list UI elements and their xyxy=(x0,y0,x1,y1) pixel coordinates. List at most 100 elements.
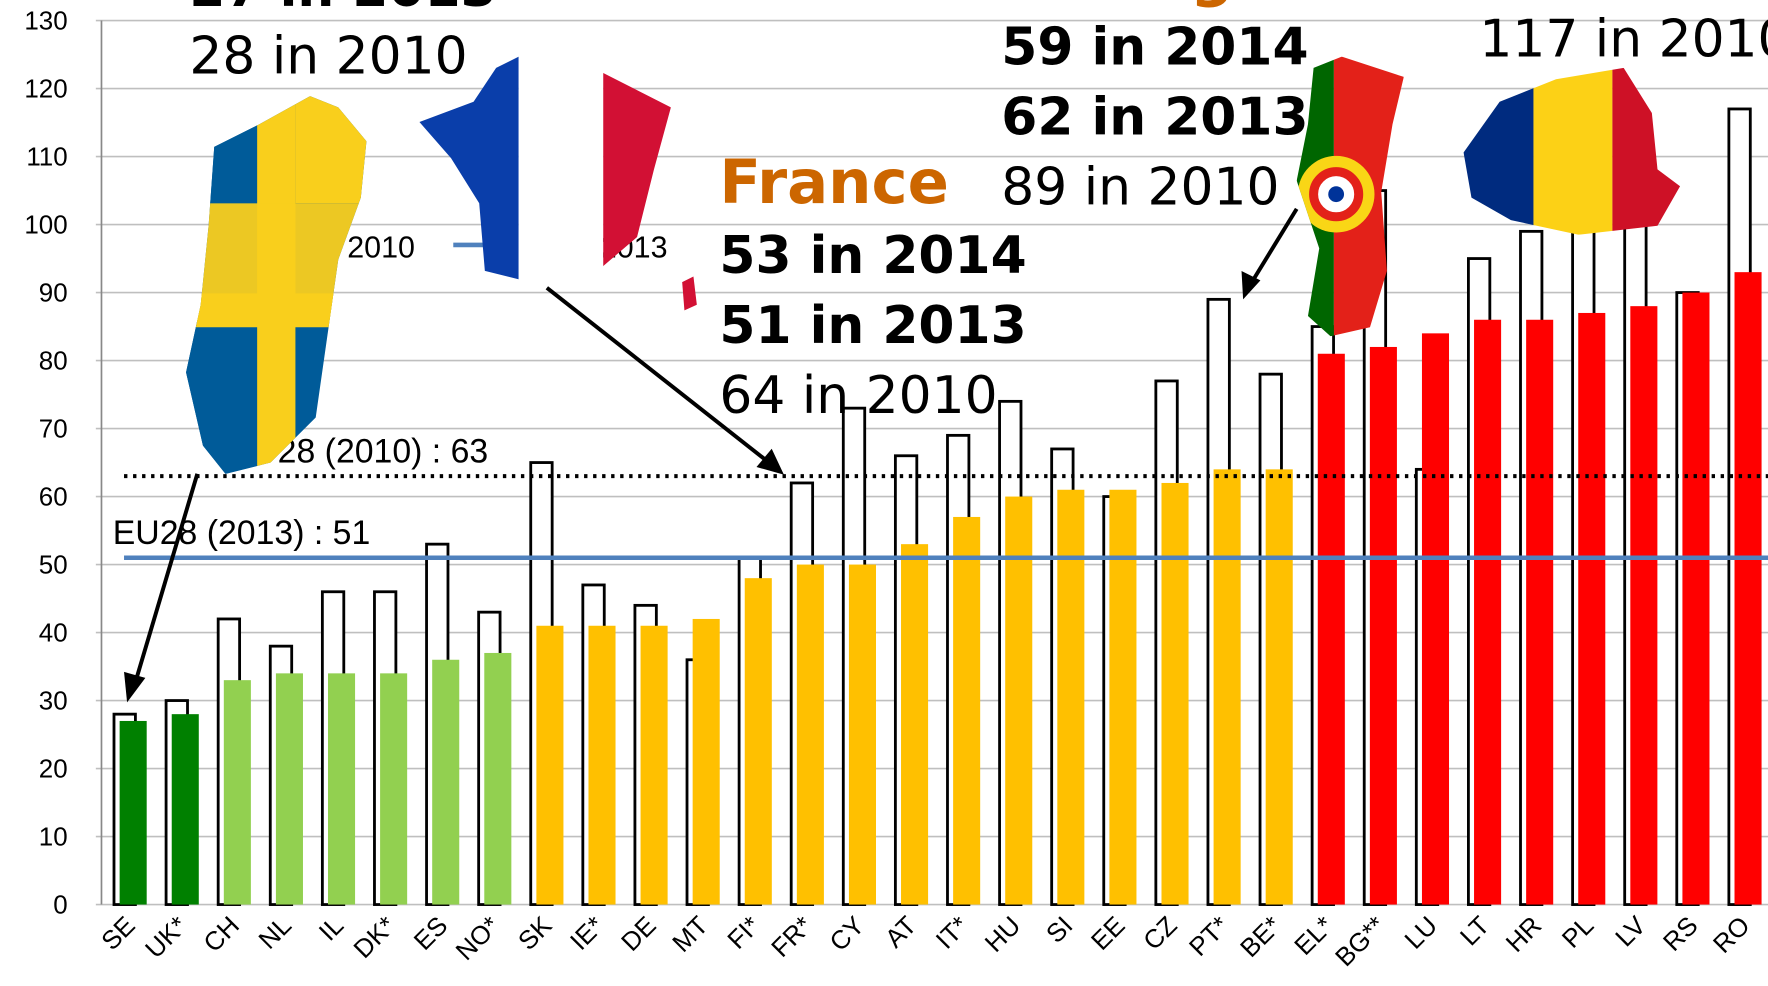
sweden-map xyxy=(186,96,367,474)
bar-2013 xyxy=(692,618,720,905)
x-tick-label: MT xyxy=(668,911,714,957)
bar-2013 xyxy=(119,720,147,905)
x-tick-label: SI xyxy=(1041,912,1078,949)
x-tick-label: LU xyxy=(1400,912,1443,955)
annotation-line: 62 in 2013 xyxy=(1001,87,1308,147)
bar-2013 xyxy=(1682,292,1710,905)
annotation-line: 117 in 2010 xyxy=(1479,10,1768,70)
bar-2013 xyxy=(275,673,303,905)
y-tick-label: 110 xyxy=(26,144,67,172)
y-tick-label: 100 xyxy=(24,212,67,240)
bar-2013 xyxy=(848,564,876,905)
bar-2013 xyxy=(588,625,616,905)
bar-2013 xyxy=(1109,489,1137,905)
annotation-line: 64 in 2010 xyxy=(719,366,997,426)
arrow xyxy=(133,473,200,683)
annotation-line: 28 in 2010 xyxy=(189,27,467,87)
x-tick-label: IL xyxy=(314,912,349,947)
y-tick-label: 120 xyxy=(24,76,67,104)
bar-2013 xyxy=(380,673,408,905)
plot-area: 0 10 20 30 40 50 60 70 80 90 100 110 120 130 SE UK* CH NL… xyxy=(24,8,1768,973)
x-tick-label: SK xyxy=(513,912,557,956)
x-tick-label: FI* xyxy=(723,912,766,955)
corsica xyxy=(682,276,697,311)
x-tick-label: PT* xyxy=(1184,912,1234,962)
bar-2013 xyxy=(171,714,199,905)
x-tick-label: NO* xyxy=(451,912,505,966)
x-tick-label: BG** xyxy=(1330,912,1391,973)
bar-2013 xyxy=(1213,469,1241,905)
bar-2013 xyxy=(536,625,564,905)
annotation-heading: France xyxy=(719,147,949,218)
annotation-line: 93 in 2013 xyxy=(1479,0,1768,4)
annotation-line: 53 in 2014 xyxy=(719,226,1026,286)
bar-2013 xyxy=(484,652,512,905)
y-tick-label: 50 xyxy=(39,552,68,580)
bar-2013 xyxy=(1421,333,1450,905)
x-tick-label: CZ xyxy=(1138,911,1182,955)
legend-label: 2010 xyxy=(347,230,415,264)
arrow xyxy=(1248,207,1299,286)
bar-2013 xyxy=(1005,496,1033,905)
annotation-line: 51 in 2013 xyxy=(719,296,1026,356)
x-tick-label: UK* xyxy=(140,912,192,964)
x-tick-label: NL xyxy=(254,912,297,955)
bar-2013 xyxy=(1526,319,1554,905)
bar-2013 xyxy=(1630,306,1658,905)
x-tick-label: RS xyxy=(1658,912,1703,957)
x-tick-label: PL xyxy=(1557,912,1599,954)
arrowhead xyxy=(756,448,784,475)
y-tick-label: 10 xyxy=(39,824,68,852)
annotation-line: 89 in 2010 xyxy=(1001,157,1279,217)
bar-2013 xyxy=(640,625,668,905)
x-tick-label: BE* xyxy=(1235,912,1286,963)
bar-2013 xyxy=(1578,312,1606,905)
x-tick-label: RO xyxy=(1708,912,1755,959)
y-tick-label: 90 xyxy=(39,280,68,308)
y-tick-label: 40 xyxy=(39,620,68,648)
y-tick-label: 30 xyxy=(39,688,68,716)
bar-2013 xyxy=(1369,346,1397,905)
y-tick-label: 0 xyxy=(53,892,67,920)
annotation-line: 59 in 2014 xyxy=(1001,18,1308,78)
bar-2013 xyxy=(1317,353,1345,905)
y-tick-label: 20 xyxy=(39,756,68,784)
bar-2013 xyxy=(1161,482,1189,905)
annotation-heading: Portugal xyxy=(1001,0,1295,10)
bar-2013 xyxy=(901,544,929,905)
x-tick-label: IT* xyxy=(931,912,974,955)
bar-2013 xyxy=(432,659,460,905)
arrowhead xyxy=(1241,270,1261,300)
y-tick-label: 70 xyxy=(39,416,68,444)
y-tick-label: 130 xyxy=(24,8,67,36)
reference-label: EU28 (2013) : 51 xyxy=(113,514,371,552)
x-tick-label: DE xyxy=(616,912,661,957)
bar-2013 xyxy=(1265,469,1293,905)
annotations: 27 in 2013 28 in 2010 France 53 in 2014 51 i… xyxy=(189,0,1768,426)
x-tick-label: ES xyxy=(409,912,453,956)
x-tick-label: EE xyxy=(1086,912,1130,956)
bar-2013 xyxy=(796,564,824,905)
annotation-line: 27 in 2013 xyxy=(189,0,496,19)
bar-2013 xyxy=(328,673,356,905)
bar-2013 xyxy=(953,516,981,905)
bar-2013 xyxy=(1734,272,1762,905)
arrows xyxy=(124,207,1299,703)
arrow xyxy=(545,286,771,465)
x-tick-label: LT xyxy=(1455,911,1495,951)
bar-2013 xyxy=(1474,319,1502,905)
x-tick-label: HR xyxy=(1501,912,1547,958)
x-tick-label: FR* xyxy=(767,912,818,963)
x-tick-label: CH xyxy=(199,912,245,958)
x-tick-label: LV xyxy=(1611,911,1652,952)
x-tick-label: IE* xyxy=(565,912,609,956)
y-tick-label: 60 xyxy=(39,484,68,512)
x-tick-label: HU xyxy=(980,912,1026,958)
x-tick-label: DK* xyxy=(349,912,401,964)
x-tick-label: SE xyxy=(97,912,141,956)
bar-2013 xyxy=(223,680,251,905)
bar-2013 xyxy=(744,578,772,905)
arrowhead xyxy=(124,671,146,703)
